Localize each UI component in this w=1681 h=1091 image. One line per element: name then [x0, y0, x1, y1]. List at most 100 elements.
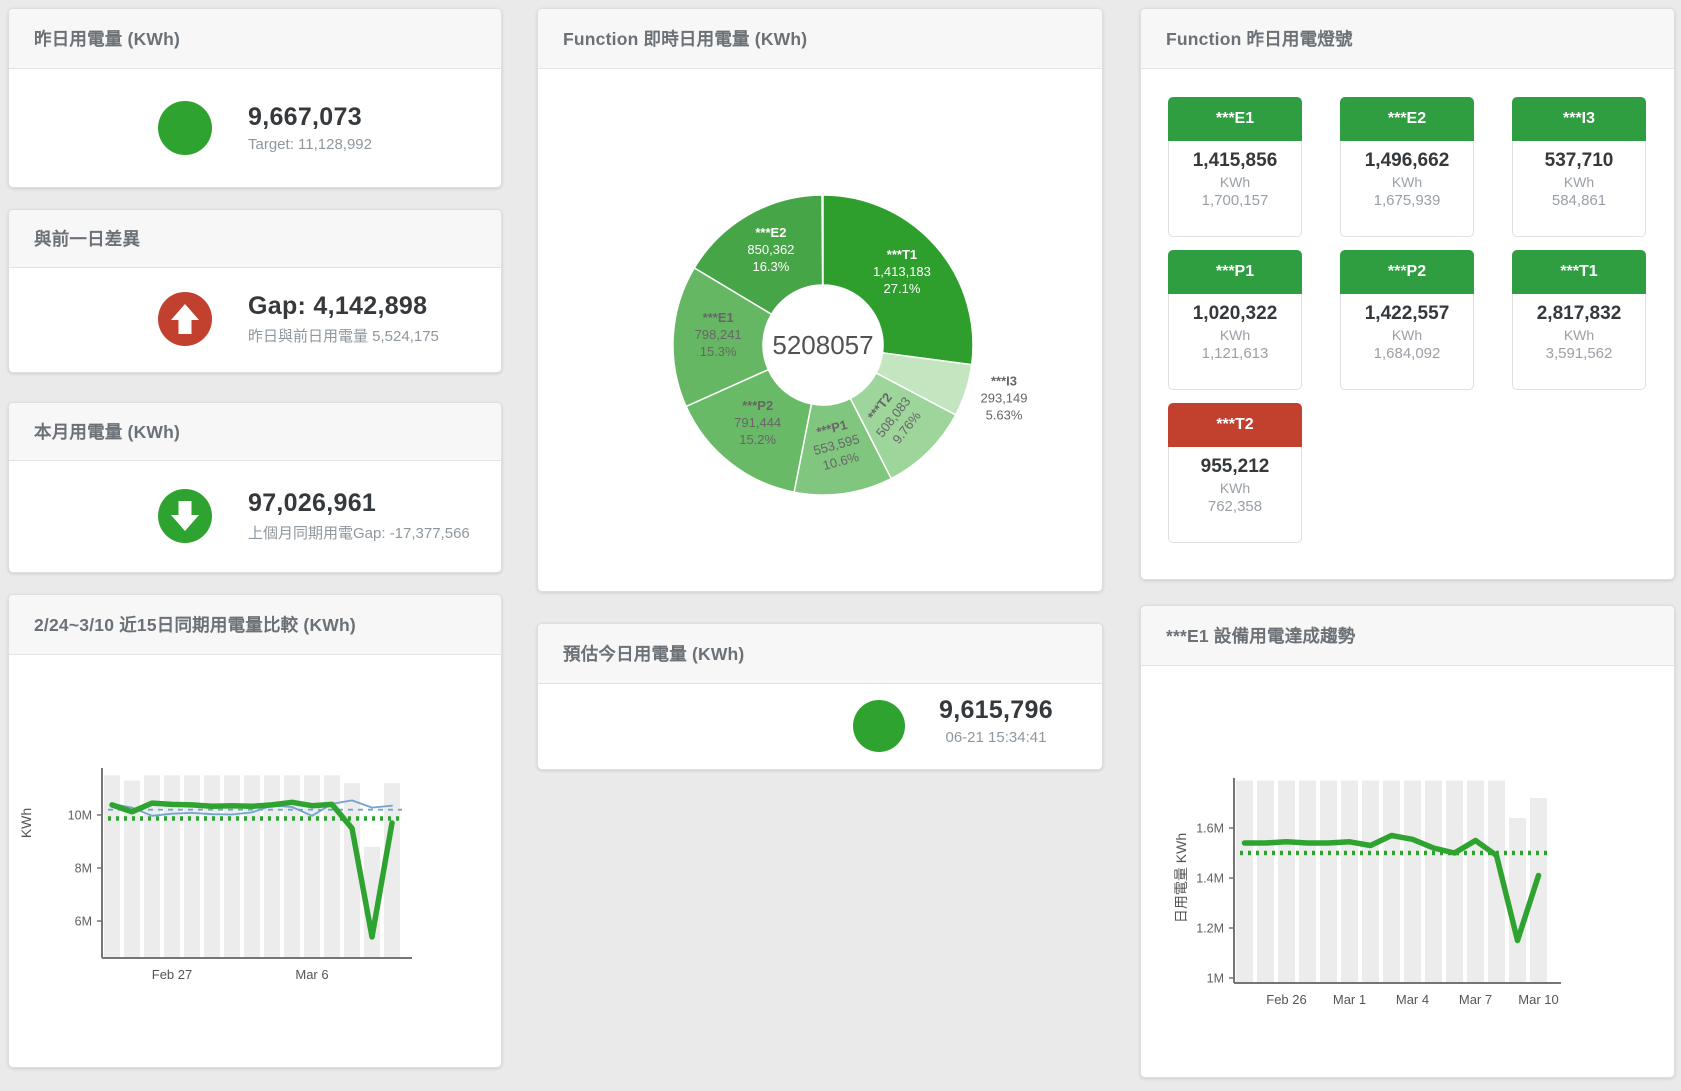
stat-text: 9,615,796 06-21 15:34:41 [939, 696, 1053, 746]
tile-E2[interactable]: ***E2 1,496,662 KWh 1,675,939 [1340, 97, 1474, 237]
tile-target-value: 1,684,092 [1373, 345, 1441, 362]
stat-body: 97,026,961 上個月同期用電Gap: -17,377,566 [9, 461, 501, 570]
donut-slice-E1[interactable] [672, 266, 773, 408]
donut-slice-P2[interactable] [685, 368, 813, 494]
stat-text: Gap: 4,142,898 昨日與前日用電量 5,524,175 [248, 292, 439, 346]
x-tick-label: Mar 4 [1396, 992, 1429, 1006]
tile-target-value: 762,358 [1207, 498, 1263, 515]
stat-target: Target: 11,128,992 [248, 136, 372, 153]
tile-label: ***E1 [1168, 97, 1302, 141]
card-title-text: 與前一日差異 [34, 229, 141, 249]
tile-target-value: 3,591,562 [1545, 345, 1613, 362]
stat-value: 9,615,796 [939, 696, 1053, 724]
tile-value: 537,710 [1544, 150, 1614, 171]
y-tick-label: 1.2M [1196, 922, 1224, 936]
donut-slice-label: ***P2 791,444 15.2% [734, 398, 781, 447]
tile-grid: ***E1 1,415,856 KWh 1,700,157 ***E2 1,496,662… [1168, 97, 1674, 543]
target-bar [164, 775, 180, 959]
tile-unit: KWh [1563, 327, 1595, 343]
card-estimate-today: 預估今日用電量 (KWh) 9,615,796 06-21 15:34:41 [537, 623, 1103, 770]
donut-slice-T1[interactable] [822, 194, 974, 366]
tile-body: 1,496,662 KWh 1,675,939 [1340, 141, 1474, 237]
card-yesterday-usage: 昨日用電量 (KWh) 9,667,073 Target: 11,128,992 [8, 8, 502, 188]
stat-timestamp: 06-21 15:34:41 [945, 729, 1047, 746]
stat-sub: 昨日與前日用電量 5,524,175 [248, 328, 439, 345]
tile-P2[interactable]: ***P2 1,422,557 KWh 1,684,092 [1340, 250, 1474, 390]
tile-body: 2,817,832 KWh 3,591,562 [1512, 294, 1646, 390]
target-bar [1278, 780, 1295, 983]
tile-value: 1,496,662 [1364, 150, 1450, 171]
stat-text: 9,667,073 Target: 11,128,992 [248, 103, 372, 153]
target-bar [1530, 798, 1547, 983]
compare-line-chart[interactable]: 10M 8M 6M Feb 27 Mar 6 KWh [9, 655, 503, 983]
card-15day-compare-chart: 2/24~3/10 近15日同期用電量比較 (KWh) 10M 8M 6M Feb 2… [8, 594, 502, 1068]
card-title-text: 2/24~3/10 近15日同期用電量比較 (KWh) [34, 615, 356, 635]
stat-sub: 上個月同期用電Gap: -17,377,566 [248, 524, 470, 542]
series-line [1241, 832, 1542, 944]
tile-label: ***P2 [1340, 250, 1474, 294]
y-tick-label: 8M [75, 862, 92, 876]
card-e1-trend-chart: ***E1 設備用電達成趨勢 1.6M 1.4M 1.2M 1M Feb 26 Mar 1… [1140, 605, 1675, 1078]
donut-slice-label: ***E1 798,241 15.3% [695, 310, 742, 359]
card-title: 本月用電量 (KWh) [9, 403, 501, 461]
target-bar [1509, 818, 1526, 983]
tile-T2[interactable]: ***T2 955,212 KWh 762,358 [1168, 403, 1302, 543]
target-bar [264, 775, 280, 959]
target-bar [1383, 780, 1400, 983]
x-tick-label: Mar 7 [1459, 992, 1492, 1006]
tile-value: 1,020,322 [1192, 303, 1278, 324]
card-month-usage: 本月用電量 (KWh) 97,026,961 上個月同期用電Gap: -17,3… [8, 402, 502, 573]
target-bar [324, 775, 340, 959]
target-bar [1404, 780, 1421, 983]
target-bar [384, 783, 400, 958]
stat-body: 9,667,073 Target: 11,128,992 [9, 69, 501, 187]
tile-E1[interactable]: ***E1 1,415,856 KWh 1,700,157 [1168, 97, 1302, 237]
donut-slice-E2[interactable] [693, 194, 824, 316]
stat-value: 9,667,073 [248, 103, 362, 131]
donut-chart[interactable]: ***T1 1,413,183 27.1%***I3 293,149 5.63%***T… [538, 69, 1104, 593]
target-bar [284, 775, 300, 959]
tile-label: ***T2 [1168, 403, 1302, 447]
tile-label: ***T1 [1512, 250, 1646, 294]
card-title: 昨日用電量 (KWh) [9, 9, 501, 69]
tile-unit: KWh [1219, 327, 1251, 343]
tile-P1[interactable]: ***P1 1,020,322 KWh 1,121,613 [1168, 250, 1302, 390]
target-bar [1467, 780, 1484, 983]
y-tick-label: 6M [75, 915, 92, 929]
tile-value: 1,422,557 [1364, 303, 1450, 324]
tile-body: 955,212 KWh 762,358 [1168, 447, 1302, 543]
tile-value: 955,212 [1200, 456, 1270, 477]
target-bar [1488, 780, 1505, 983]
card-realtime-donut: Function 即時日用電量 (KWh) ***T1 1,413,183 27.1… [537, 8, 1103, 592]
tile-T1[interactable]: ***T1 2,817,832 KWh 3,591,562 [1512, 250, 1646, 390]
card-title-text: Function 即時日用電量 (KWh) [563, 29, 808, 49]
target-bar [1341, 780, 1358, 983]
tile-I3[interactable]: ***I3 537,710 KWh 584,861 [1512, 97, 1646, 237]
target-bar [184, 775, 200, 959]
tile-target-value: 584,861 [1551, 192, 1607, 209]
target-bar [104, 775, 120, 959]
tile-target-value: 1,675,939 [1373, 192, 1441, 209]
tile-unit: KWh [1563, 174, 1595, 190]
tile-body: 537,710 KWh 584,861 [1512, 141, 1646, 237]
tile-value: 1,415,856 [1192, 150, 1278, 171]
target-bar [304, 775, 320, 959]
card-title: 2/24~3/10 近15日同期用電量比較 (KWh) [9, 595, 501, 655]
card-title: 預估今日用電量 (KWh) [538, 624, 1102, 684]
card-title-text: ***E1 設備用電達成趨勢 [1166, 626, 1356, 646]
target-bar [1257, 780, 1274, 983]
donut-center-total: 5208057 [772, 330, 873, 360]
tile-label: ***I3 [1512, 97, 1646, 141]
series-line [111, 799, 393, 817]
stat-body: Gap: 4,142,898 昨日與前日用電量 5,524,175 [9, 268, 501, 370]
tile-label: ***P1 [1168, 250, 1302, 294]
y-tick-label: 1.4M [1196, 872, 1224, 886]
card-day-gap: 與前一日差異 Gap: 4,142,898 昨日與前日用電量 5,524,175 [8, 209, 502, 373]
card-title: ***E1 設備用電達成趨勢 [1141, 606, 1674, 666]
y-axis-title: KWh [18, 808, 34, 838]
target-bar [1362, 780, 1379, 983]
donut-slice-label: ***E2 850,362 16.3% [747, 225, 794, 274]
tile-body: 1,415,856 KWh 1,700,157 [1168, 141, 1302, 237]
trend-line-chart[interactable]: 1.6M 1.4M 1.2M 1M Feb 26 Mar 1 Mar 4 Mar 7 Mar 1… [1141, 666, 1676, 1006]
tile-body: 1,422,557 KWh 1,684,092 [1340, 294, 1474, 390]
